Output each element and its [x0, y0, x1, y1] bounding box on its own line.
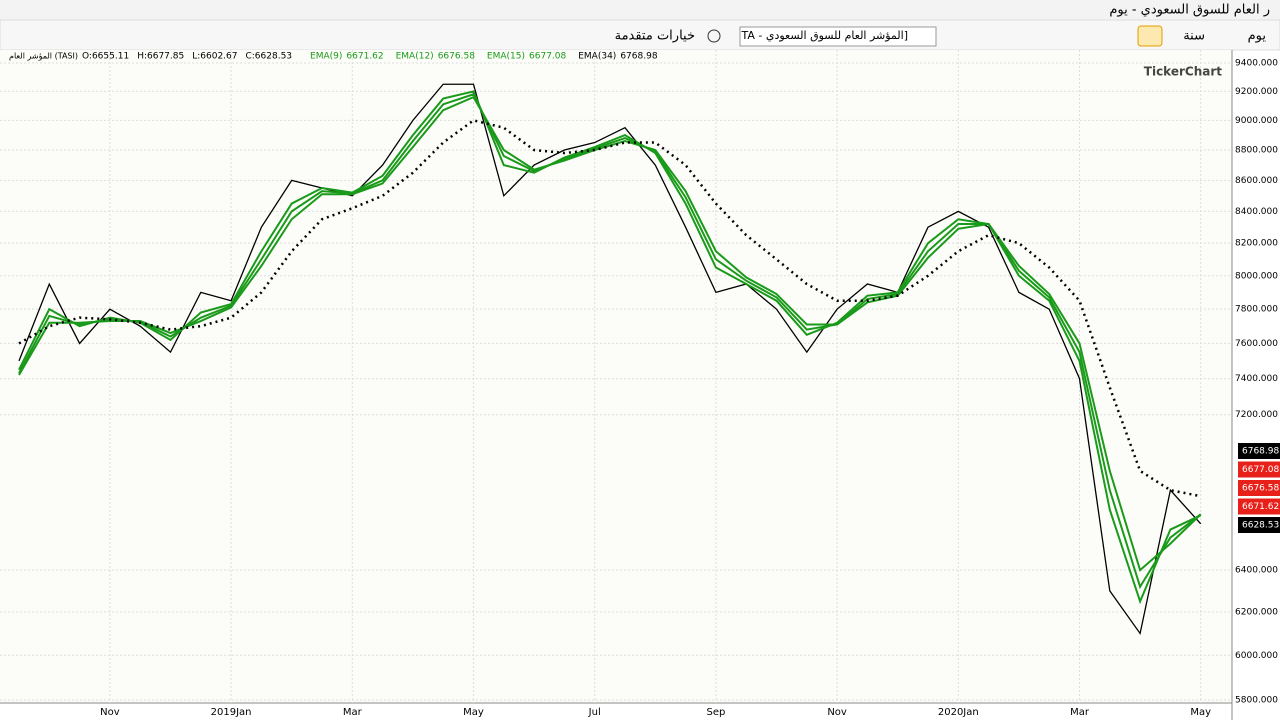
ohlc-label: L:6602.67 — [192, 52, 237, 62]
series-line — [18, 119, 1201, 498]
draw-tool[interactable] — [1137, 25, 1163, 47]
advanced-options[interactable]: خيارات متقدمة — [615, 29, 695, 44]
toolbar — [0, 19, 1280, 51]
series-line — [18, 95, 1202, 572]
price-tag-label: 6768.98 — [1242, 447, 1279, 457]
price-tag-label: 6671.62 — [1242, 502, 1279, 512]
x-tick-label: 2019Jan — [211, 707, 252, 718]
x-tick-label: Mar — [343, 707, 363, 718]
symbol: المؤشر العام (TASI) — [9, 52, 78, 61]
price-tag — [1238, 461, 1280, 478]
x-tick-label: May — [1190, 707, 1211, 718]
price-tag-label: 6628.53 — [1242, 521, 1279, 531]
y-tick-label: 6200.000 — [1235, 608, 1278, 618]
search-text: TA - المؤشر العام للسوق السعودي] — [741, 29, 909, 42]
x-tick-label: Nov — [100, 707, 120, 718]
legend-entry: EMA(34) — [578, 52, 616, 62]
ohlc-label: C:6628.53 — [245, 52, 292, 62]
legend-entry: EMA(12) — [396, 52, 434, 62]
ohlc-label: H:6677.85 — [137, 52, 184, 62]
watermark: TickerChart — [1144, 65, 1222, 79]
search-box[interactable] — [739, 26, 937, 47]
y-tick-label: 7800.000 — [1235, 305, 1278, 315]
y-tick-label: 9000.000 — [1235, 116, 1278, 126]
x-tick-label: Nov — [827, 707, 847, 718]
price-tag — [1238, 498, 1280, 515]
y-tick-label: 5800.000 — [1235, 696, 1278, 706]
plot-area — [0, 50, 1232, 703]
x-tick-label: Jul — [588, 707, 601, 718]
price-tag — [1238, 443, 1280, 459]
legend-entry: EMA(15) — [487, 52, 525, 62]
legend-entry: EMA(9) — [310, 52, 342, 62]
y-tick-label: 8400.000 — [1235, 207, 1278, 217]
title-bar — [0, 0, 1280, 20]
ohlc-label: O:6655.11 — [82, 52, 129, 62]
x-tick-label: 2020Jan — [938, 707, 979, 718]
y-tick-label: 8800.000 — [1235, 146, 1278, 156]
y-tick-label: 9400.000 — [1235, 59, 1278, 69]
price-tag — [1238, 517, 1280, 533]
y-tick-label: 6000.000 — [1235, 651, 1278, 661]
year-button[interactable]: سنة — [1183, 29, 1205, 44]
legend-value: 6768.98 — [620, 52, 657, 62]
x-tick-label: Sep — [706, 707, 725, 718]
y-tick-label: 9200.000 — [1235, 87, 1278, 97]
legend-value: 6671.62 — [346, 52, 383, 62]
settings-icon[interactable] — [707, 29, 721, 43]
x-tick-label: May — [463, 707, 484, 718]
legend-value: 6676.58 — [438, 52, 475, 62]
x-tick-label: Mar — [1070, 707, 1090, 718]
price-tag-label: 6677.08 — [1242, 465, 1279, 475]
series-line — [18, 93, 1202, 590]
y-tick-label: 7600.000 — [1235, 339, 1278, 349]
day-button[interactable]: يوم — [1248, 29, 1267, 44]
window-title: ر العام للسوق السعودي - يوم — [1109, 3, 1270, 18]
legend-value: 6677.08 — [529, 52, 566, 62]
y-tick-label: 7200.000 — [1235, 410, 1278, 420]
y-tick-label: 8000.000 — [1235, 271, 1278, 281]
price-tag-label: 6676.58 — [1242, 484, 1279, 494]
y-tick-label: 8600.000 — [1235, 176, 1278, 186]
series-line — [18, 90, 1202, 605]
y-tick-label: 6400.000 — [1235, 566, 1278, 576]
y-tick-label: 8200.000 — [1235, 239, 1278, 249]
y-tick-label: 7400.000 — [1235, 374, 1278, 384]
series-line — [18, 83, 1202, 636]
price-tag — [1238, 480, 1280, 496]
